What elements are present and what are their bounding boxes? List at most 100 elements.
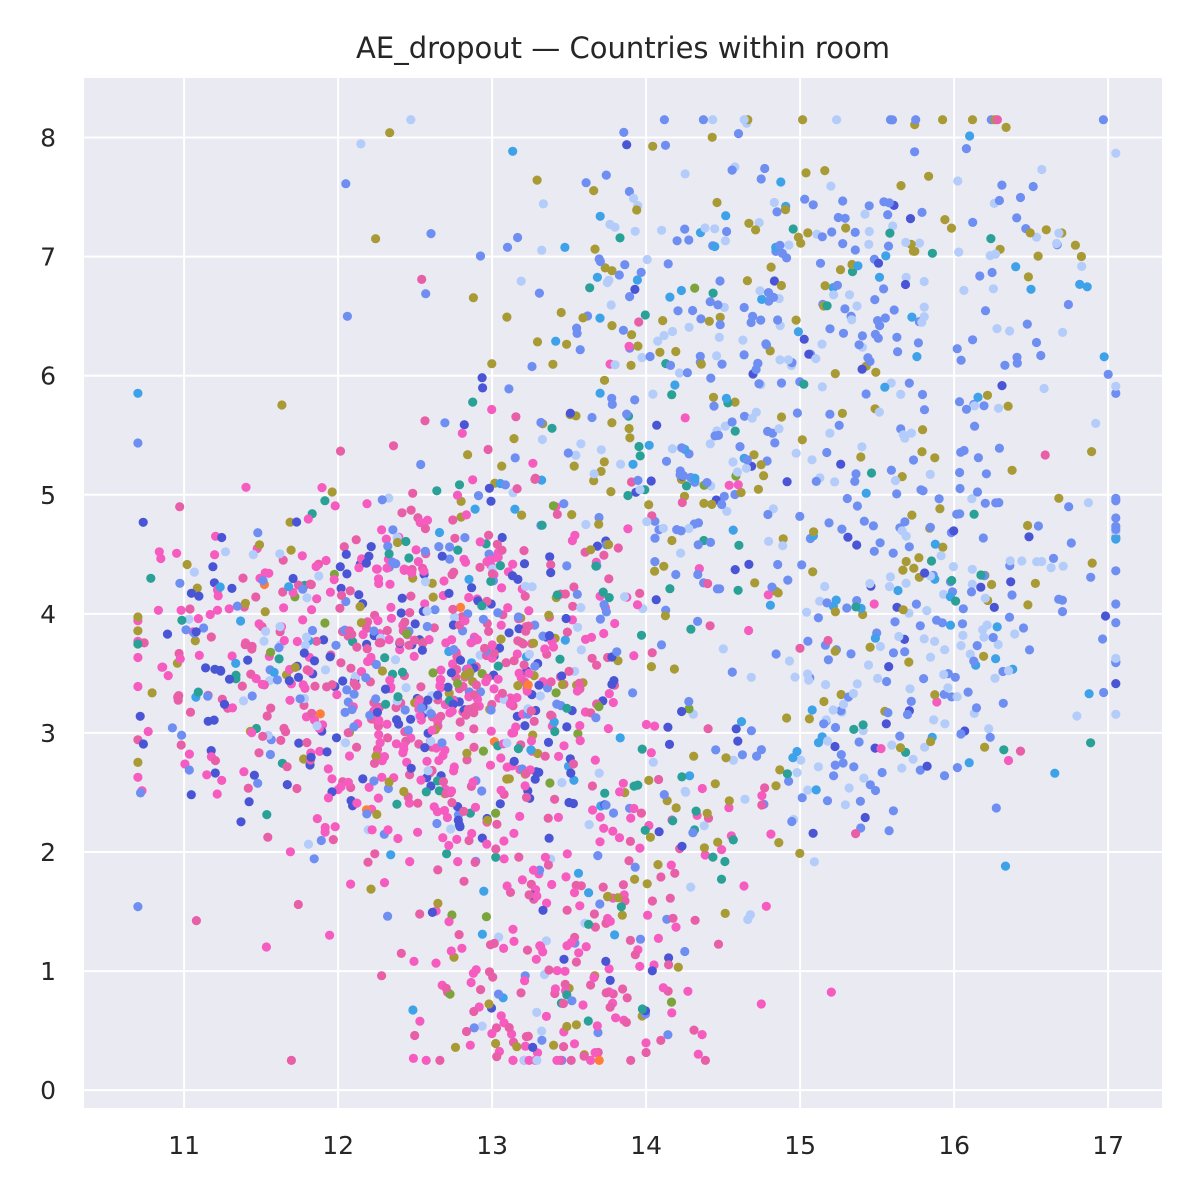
scatter-points [133,115,1121,1065]
scatter-point [610,360,620,370]
scatter-point [745,910,756,920]
scatter-point [620,260,630,270]
scatter-point [887,740,897,750]
scatter-point [975,271,985,281]
scatter-point [780,205,791,215]
scatter-point [561,613,571,624]
scatter-point [489,684,499,694]
scatter-point [275,549,285,559]
scatter-point [302,593,312,603]
scatter-point [776,177,786,187]
scatter-point [393,692,403,702]
scatter-point [514,852,524,862]
scatter-point [521,792,532,803]
scatter-point [980,742,990,752]
scatter-point [984,724,994,734]
scatter-point [851,602,861,612]
scatter-point [925,469,935,479]
scatter-point [990,249,1001,259]
scatter-point [295,694,305,704]
scatter-point [300,640,311,651]
scatter-point [897,472,907,482]
scatter-point [382,563,392,573]
scatter-point [355,602,365,612]
scatter-point [202,770,212,780]
scatter-point [1036,350,1046,361]
scatter-point [566,1055,576,1065]
scatter-point [636,630,647,640]
scatter-point [982,390,993,400]
scatter-point [853,261,863,271]
scatter-point [487,359,497,369]
scatter-point [325,587,335,597]
scatter-point [315,746,325,757]
scatter-point [959,285,969,295]
scatter-point [541,1011,552,1022]
scatter-point [885,572,896,582]
scatter-point [754,218,764,228]
scatter-point [369,626,379,636]
scatter-point [550,794,560,804]
scatter-point [913,338,924,348]
scatter-point [907,510,917,520]
scatter-point [912,352,922,362]
scatter-point [212,605,223,615]
scatter-point [970,421,980,431]
scatter-point [936,551,946,561]
scatter-point [689,1025,699,1035]
scatter-point [484,967,495,977]
scatter-point [547,879,557,890]
x-tick-label: 17 [1092,1131,1124,1160]
scatter-point [254,540,265,550]
scatter-point [377,495,387,505]
scatter-point [869,546,879,556]
scatter-point [881,719,891,729]
scatter-point [182,559,192,570]
scatter-point [510,453,520,463]
scatter-point [177,730,187,740]
scatter-point [509,936,519,947]
scatter-point [509,828,519,839]
scatter-point [508,146,518,156]
scatter-point [460,616,470,626]
scatter-point [644,775,654,786]
scatter-point [914,238,925,248]
scatter-point [632,600,643,610]
scatter-point [603,724,614,734]
scatter-point [804,714,815,724]
scatter-point [521,626,531,636]
scatter-point [294,738,304,748]
scatter-point [1033,251,1043,261]
scatter-point [865,642,875,652]
scatter-point [915,765,925,775]
scatter-point [630,874,640,884]
scatter-point [807,705,817,715]
scatter-point [435,680,445,691]
scatter-point [489,648,499,658]
scatter-point [373,793,383,803]
scatter-point [776,412,787,422]
scatter-point [820,166,830,176]
scatter-point [462,748,472,758]
scatter-point [696,314,706,324]
scatter-point [468,293,478,303]
scatter-point [825,428,835,438]
scatter-point [485,760,496,770]
scatter-point [615,787,625,797]
scatter-point [379,878,390,888]
scatter-point [702,478,712,488]
scatter-point [528,458,538,468]
scatter-point [470,802,481,812]
scatter-point [240,598,250,608]
scatter-point [636,267,646,277]
scatter-point [797,793,807,803]
scatter-point [634,317,644,327]
scatter-point [460,557,471,567]
scatter-point [497,688,507,699]
scatter-point [690,473,700,483]
scatter-point [868,521,879,531]
scatter-point [502,242,513,252]
scatter-point [505,699,515,709]
scatter-point [420,524,430,534]
scatter-point [677,497,687,508]
